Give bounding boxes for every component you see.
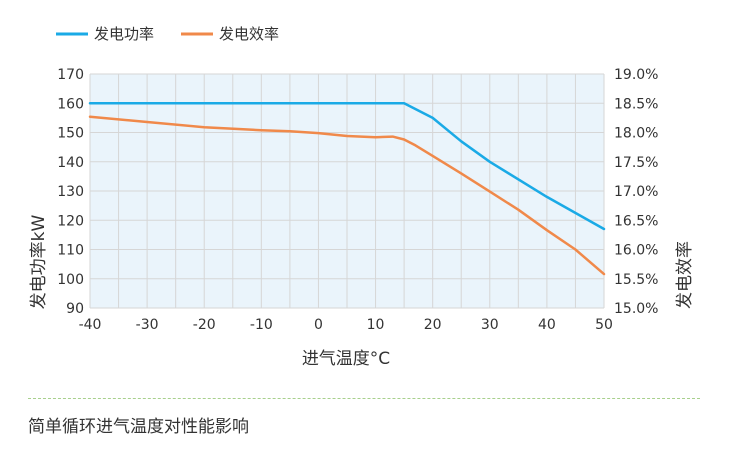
x-tick-label: 0	[314, 317, 323, 333]
figure-caption: 简单循环进气温度对性能影响	[28, 417, 249, 437]
x-axis-title: 进气温度°C	[302, 349, 390, 369]
x-tick-label: -30	[136, 317, 159, 333]
y2-axis-title: 发电效率	[675, 241, 695, 309]
legend: 发电功率 发电效率	[56, 25, 279, 43]
divider	[28, 398, 700, 399]
y2-tick-label: 17.0%	[614, 184, 658, 200]
y2-tick-label: 18.0%	[614, 126, 658, 142]
series-line-efficiency	[88, 115, 606, 276]
y2-tick-label: 16.5%	[614, 213, 658, 229]
y2-tick-label: 19.0%	[614, 67, 658, 83]
y-tick-label: 140	[57, 155, 84, 171]
y-tick-label: 110	[57, 243, 84, 259]
y-tick-label: 120	[57, 213, 84, 229]
x-tick-label: 20	[424, 317, 442, 333]
y-tick-label: 90	[66, 301, 84, 317]
x-tick-label: 30	[481, 317, 499, 333]
x-tick-label: -20	[193, 317, 216, 333]
series-lines	[88, 102, 606, 276]
y2-tick-label: 16.0%	[614, 243, 658, 259]
y-tick-label: 150	[57, 126, 84, 142]
y2-tick-label: 18.5%	[614, 96, 658, 112]
y2-tick-label: 15.0%	[614, 301, 658, 317]
y-tick-label: 100	[57, 272, 84, 288]
axis-ticks: -40 -30 -20 -10 0 10 20 30 40 50 90 100 110 120 130 140…	[57, 67, 658, 333]
x-tick-label: -10	[250, 317, 273, 333]
y-tick-label: 130	[57, 184, 84, 200]
grid-lines	[89, 73, 605, 309]
y-tick-label: 170	[57, 67, 84, 83]
x-tick-label: 10	[367, 317, 385, 333]
y2-tick-label: 17.5%	[614, 155, 658, 171]
y-axis-title: 发电功率kW	[29, 214, 49, 309]
y-tick-label: 160	[57, 96, 84, 112]
x-tick-label: 40	[538, 317, 556, 333]
legend-label-power: 发电功率	[94, 25, 154, 43]
x-tick-label: 50	[595, 317, 613, 333]
y2-tick-label: 15.5%	[614, 272, 658, 288]
legend-label-efficiency: 发电效率	[219, 25, 279, 43]
series-line-power	[88, 102, 606, 231]
x-tick-label: -40	[79, 317, 102, 333]
